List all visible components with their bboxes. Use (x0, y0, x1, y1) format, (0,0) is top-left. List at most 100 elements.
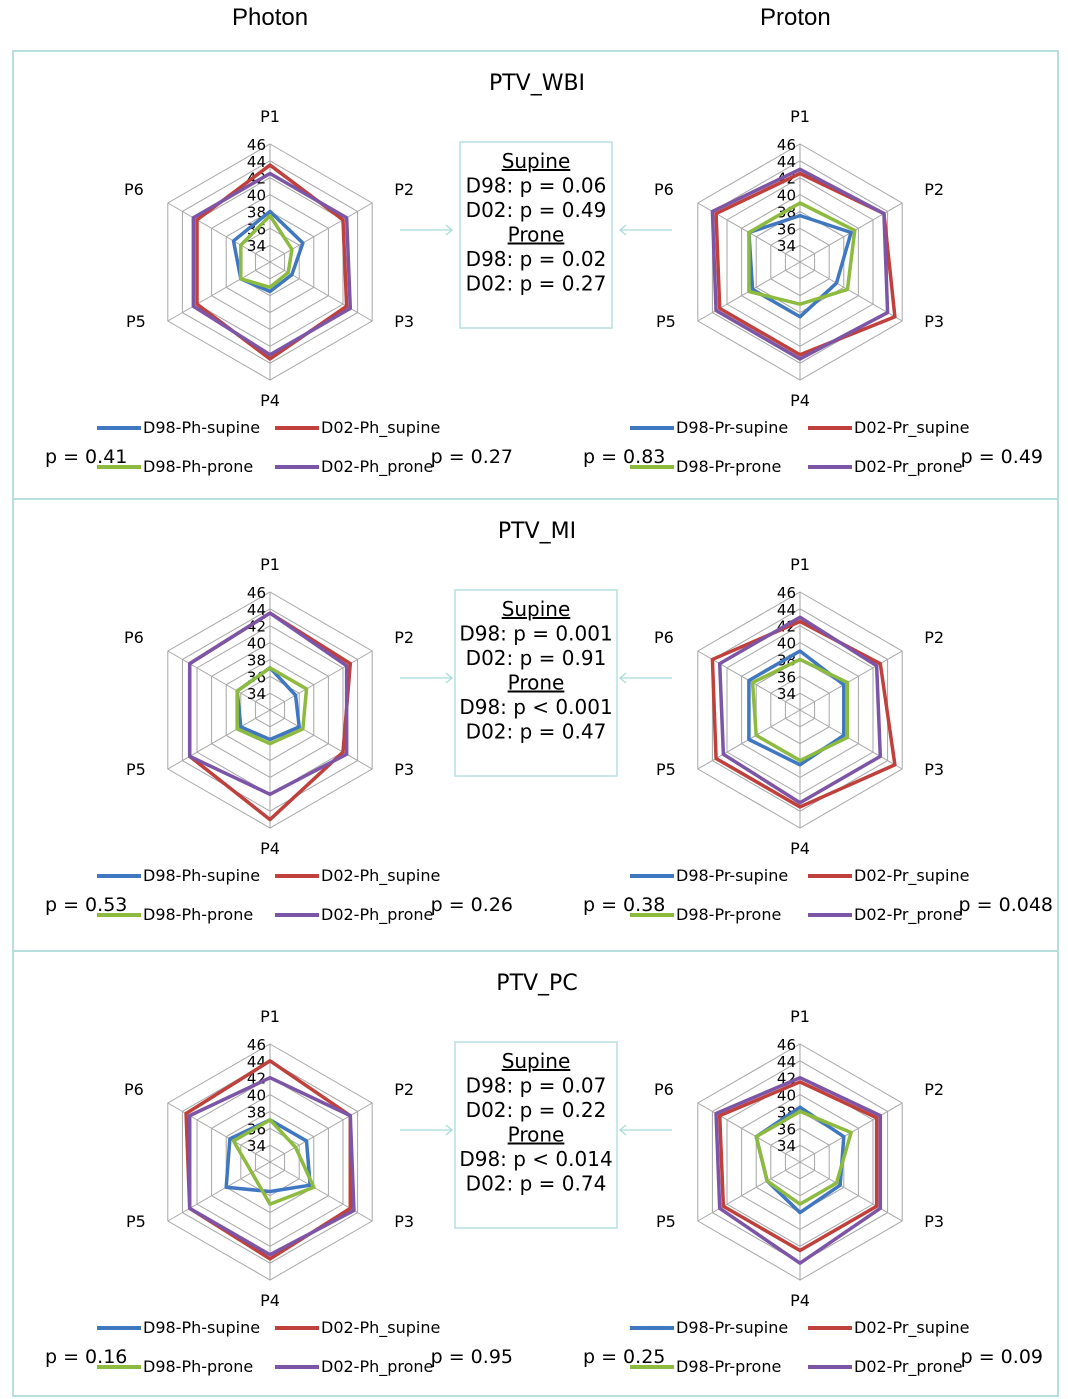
grid-spoke (799, 261, 903, 322)
tick-label: 40 (247, 1087, 266, 1105)
series-line (191, 171, 353, 357)
p-value-label: p = 0.53 (45, 894, 127, 916)
grid-spoke (799, 650, 903, 711)
tick-label: 46 (247, 1036, 266, 1054)
axis-label: P4 (260, 391, 280, 410)
axis-label: P4 (260, 1291, 280, 1310)
p-value-label: p = 0.38 (583, 894, 665, 916)
stats-heading: Prone (508, 1123, 565, 1147)
legend-label: D98-Ph-supine (143, 866, 260, 885)
legend-label: D02-Pr_prone (854, 905, 963, 925)
arrow-head (618, 672, 627, 684)
axis-label: P1 (790, 555, 810, 574)
legend-label: D98-Ph-supine (143, 418, 260, 437)
arrow-head (618, 1124, 627, 1136)
tick-label: 44 (247, 601, 266, 619)
tick-label: 34 (247, 685, 266, 703)
axis-label: P5 (126, 1212, 146, 1231)
grid-spoke (269, 261, 373, 322)
stats-line: D98: p = 0.001 (459, 622, 612, 646)
legend-label: D02-Ph_prone (321, 457, 433, 477)
legend-label: D98-Ph-prone (143, 905, 253, 924)
p-value-label: p = 0.09 (961, 1346, 1043, 1368)
axis-label: P5 (126, 760, 146, 779)
stats-box (459, 141, 613, 329)
series-line (710, 619, 897, 809)
legend-label: D02-Pr_supine (854, 1318, 969, 1338)
grid-spoke (799, 1161, 903, 1222)
tick-label: 38 (247, 651, 266, 669)
p-value-label: p = 0.95 (431, 1346, 513, 1368)
legend-label: D02-Ph_supine (321, 418, 440, 438)
grid-spoke (269, 1102, 373, 1163)
legend-label: D98-Ph-supine (143, 1318, 260, 1337)
tick-label: 44 (777, 153, 796, 171)
tick-label: 40 (777, 187, 796, 205)
grid-spoke (167, 261, 271, 322)
axis-label: P1 (260, 555, 280, 574)
p-value-label: p = 0.49 (961, 446, 1043, 468)
legend-label: D98-Pr-supine (676, 1318, 788, 1337)
axis-label: P2 (394, 1080, 414, 1099)
series-line (747, 649, 846, 767)
tick-label: 46 (777, 136, 796, 154)
tick-label: 40 (777, 635, 796, 653)
axis-label: P1 (260, 107, 280, 126)
tick-label: 34 (777, 1137, 796, 1155)
tick-label: 36 (777, 1120, 796, 1138)
p-value-label: p = 0.048 (959, 894, 1053, 916)
axis-label: P6 (654, 180, 674, 199)
stats-line: D98: p = 0.06 (466, 174, 607, 198)
grid-spoke (269, 709, 373, 770)
panel-title: PTV_MI (498, 519, 576, 544)
tick-label: 46 (247, 136, 266, 154)
axis-label: P3 (394, 1212, 414, 1231)
stats-heading: Supine (502, 1049, 571, 1073)
legend-label: D98-Pr-prone (676, 457, 781, 476)
p-value-label: p = 0.83 (583, 446, 665, 468)
arrow-head (445, 672, 454, 684)
stats-line: D02: p = 0.49 (466, 198, 607, 222)
legend-label: D98-Pr-supine (676, 866, 788, 885)
stats-line: D02: p = 0.74 (466, 1172, 607, 1196)
legend-label: D02-Pr_prone (854, 1357, 963, 1377)
axis-label: P6 (124, 180, 144, 199)
axis-label: P5 (126, 312, 146, 331)
series-line (224, 1118, 312, 1194)
stats-line: D98: p = 0.02 (466, 247, 607, 271)
axis-label: P4 (260, 839, 280, 858)
grid-spoke (167, 709, 271, 770)
legend-label: D02-Ph_supine (321, 866, 440, 886)
stats-line: D98: p < 0.014 (459, 1147, 612, 1171)
axis-label: P2 (394, 628, 414, 647)
legend-label: D02-Pr_supine (854, 866, 969, 886)
tick-label: 36 (777, 220, 796, 238)
axis-label: P2 (394, 180, 414, 199)
stats-heading: Prone (508, 671, 565, 695)
tick-label: 34 (247, 1137, 266, 1155)
p-value-label: p = 0.27 (431, 446, 513, 468)
tick-label: 36 (777, 668, 796, 686)
stats-line: D02: p = 0.47 (466, 720, 607, 744)
legend-label: D98-Pr-prone (676, 1357, 781, 1376)
legend-label: D98-Pr-supine (676, 418, 788, 437)
tick-label: 44 (247, 153, 266, 171)
grid-spoke (269, 650, 373, 711)
grid-spoke (697, 1161, 801, 1222)
legend-label: D02-Ph_supine (321, 1318, 440, 1338)
grid-spoke (799, 709, 903, 770)
axis-label: P2 (924, 1080, 944, 1099)
axis-label: P6 (654, 628, 674, 647)
series-line (187, 1075, 356, 1257)
p-value-label: p = 0.16 (45, 1346, 127, 1368)
axis-label: P1 (790, 1007, 810, 1026)
grid-spoke (167, 202, 271, 263)
axis-label: P4 (790, 839, 810, 858)
panel-ptv-pc (12, 950, 1059, 1397)
series-line (195, 163, 349, 361)
axis-label: P3 (924, 760, 944, 779)
arrow-head (445, 224, 454, 236)
grid-spoke (269, 202, 373, 263)
axis-label: P4 (790, 1291, 810, 1310)
series-line (235, 666, 309, 746)
